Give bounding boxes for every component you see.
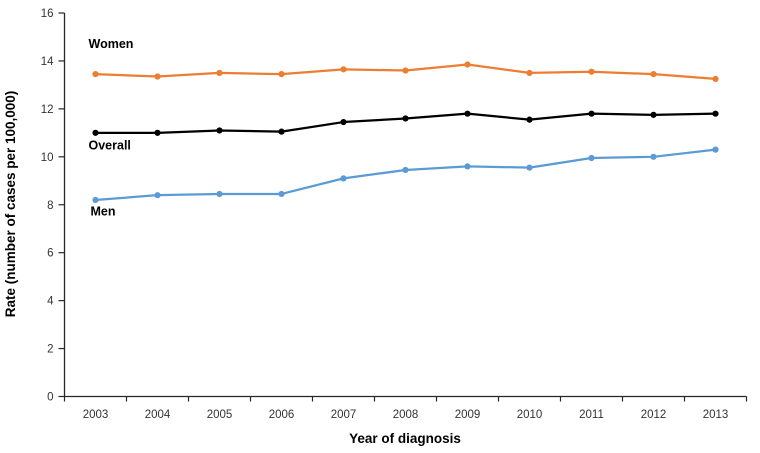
data-point-overall [154,129,161,136]
data-point-women [340,66,347,73]
data-point-women [402,67,409,74]
data-point-women [278,71,285,78]
x-axis-title: Year of diagnosis [349,431,461,446]
data-point-men [154,192,161,199]
x-tick-label: 2003 [83,409,109,421]
data-point-overall [278,128,285,135]
data-point-women [526,69,533,77]
data-point-men [340,175,347,182]
data-point-overall [402,115,409,122]
data-point-women [650,71,657,78]
y-tick-label: 12 [41,104,54,116]
x-tick-label: 2005 [207,409,233,421]
data-point-overall [712,110,719,117]
data-point-women [712,75,719,83]
y-tick-label: 16 [41,8,54,20]
y-tick-label: 8 [47,200,53,212]
data-point-overall [464,110,471,117]
data-point-men [650,153,657,160]
series-inline-labels: Women Overall Men [89,37,134,219]
data-point-overall [526,116,533,123]
data-point-women [92,71,99,78]
data-point-men [588,154,595,162]
y-tick-label: 2 [47,344,53,356]
data-point-men [464,163,471,170]
data-point-men [92,196,99,204]
x-tick-label: 2012 [641,409,667,421]
series-line-men [94,148,717,202]
x-tick-label: 2006 [269,409,295,421]
data-point-overall [340,118,347,126]
x-tick-label: 2008 [393,409,419,421]
y-axis-title: Rate (number of cases per 100,000) [3,91,18,318]
data-point-overall [588,110,595,117]
axes: 0 2 4 6 8 10 12 14 16 2003 2004 2005 2006 2007 2008 200… [41,8,748,421]
series-label-men: Men [91,205,116,219]
data-point-men [216,190,223,198]
data-point-men [712,146,719,153]
data-point-men [402,166,409,174]
y-tick-label: 10 [41,152,54,164]
series-label-overall: Overall [89,139,131,153]
data-point-overall [92,129,99,136]
x-tick-label: 2011 [579,409,604,421]
x-tick-label: 2010 [517,409,543,421]
y-tick-label: 6 [47,248,53,260]
x-tick-label: 2004 [145,409,171,421]
series-lines [92,61,719,204]
x-tick-label: 2013 [703,409,729,421]
y-tick-label: 14 [41,56,54,68]
x-tick-label: 2007 [331,409,357,421]
series-label-women: Women [89,37,134,51]
y-tick-label: 4 [47,296,54,308]
data-point-women [464,61,471,68]
data-point-women [154,73,161,80]
data-point-women [216,69,223,77]
y-tick-label: 0 [47,392,53,404]
data-point-overall [216,127,223,134]
x-tick-label: 2009 [455,409,481,421]
data-point-overall [650,111,657,118]
data-point-women [588,68,595,75]
data-point-men [526,164,533,171]
data-point-men [278,190,285,198]
